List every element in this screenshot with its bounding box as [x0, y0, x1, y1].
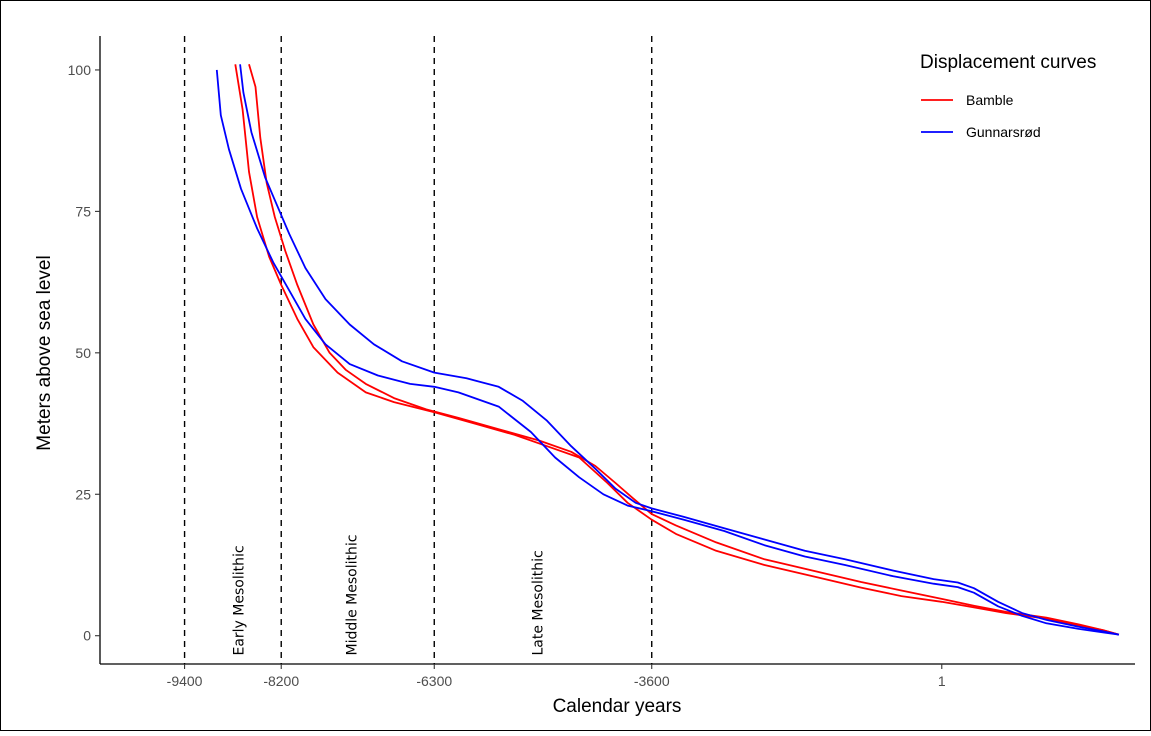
series-line-lower [234, 64, 1120, 636]
x-tick-label: -3600 [634, 673, 670, 689]
y-tick-label: 50 [75, 345, 91, 361]
period-label: Middle Mesolithic [344, 535, 360, 656]
x-tick-label: -9400 [167, 673, 203, 689]
plot-area: 0 25 50 75 100 -9400 -8200 -6300 -3600 1 Early Mes… [68, 36, 1135, 689]
period-label: Early Mesolithic [232, 545, 248, 655]
x-tick-label: 1 [938, 673, 946, 689]
legend-title: Displacement curves [920, 52, 1096, 73]
x-tick-label: -8200 [263, 673, 299, 689]
series-line-lower [215, 69, 1120, 636]
y-tick-label: 100 [68, 62, 92, 78]
y-tick-label: 25 [75, 486, 91, 502]
x-tick-label: -6300 [416, 673, 452, 689]
period-label: Late Mesolithic [530, 550, 546, 655]
legend: Displacement curves Bamble Gunnarsrød [920, 52, 1096, 140]
series-line-upper [248, 64, 1120, 636]
y-axis-title: Meters above sea level [34, 255, 55, 450]
series-line-upper [239, 64, 1120, 636]
y-tick-label: 0 [83, 628, 91, 644]
x-axis-title: Calendar years [553, 696, 682, 717]
legend-label-bamble: Bamble [966, 92, 1014, 108]
y-tick-label: 75 [75, 203, 91, 219]
legend-label-gunnarsrod: Gunnarsrød [966, 124, 1041, 140]
